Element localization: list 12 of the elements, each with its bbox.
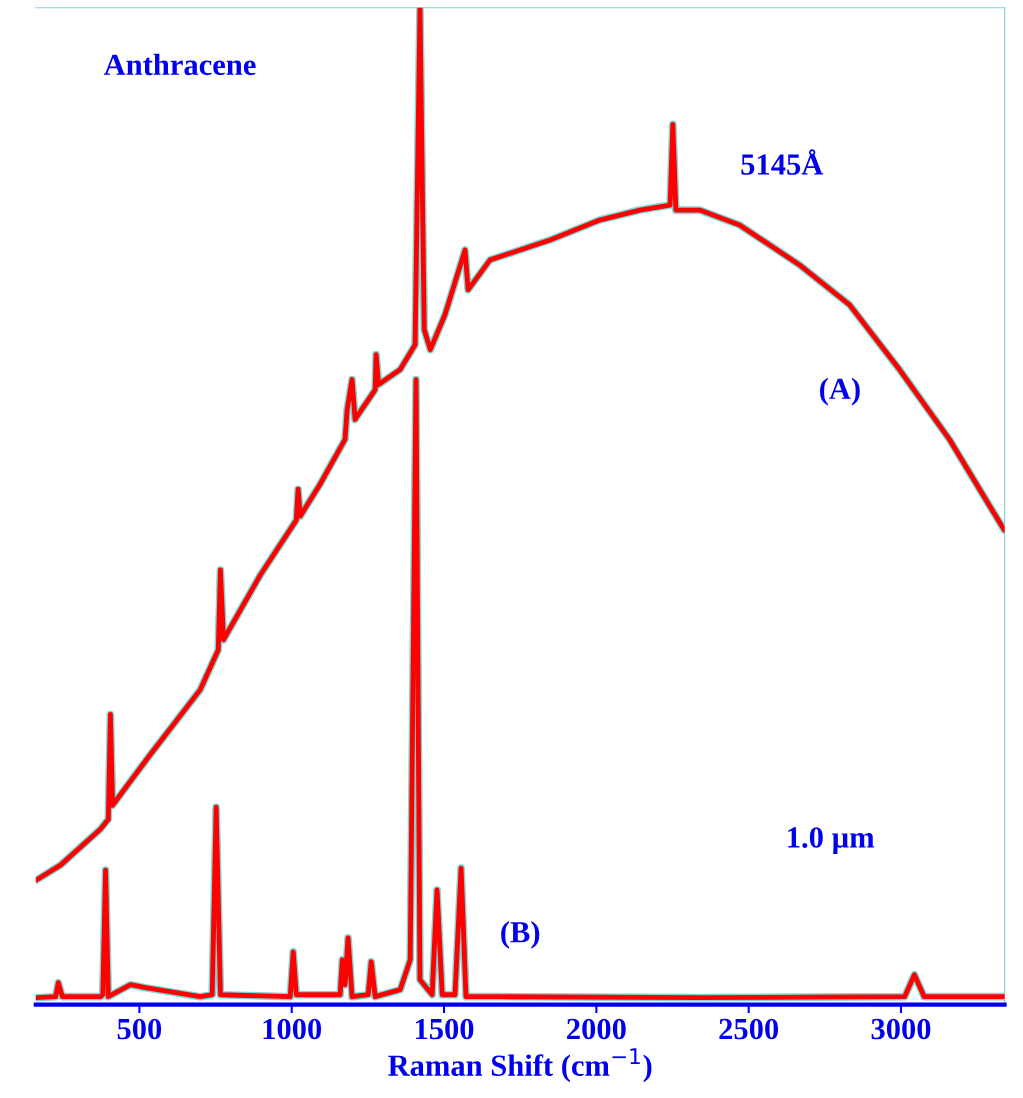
annotation: 5145Å xyxy=(741,149,824,175)
x-tick-label: 1000 xyxy=(263,1018,322,1040)
x-tick-label: 500 xyxy=(117,1018,162,1040)
series-label: (A) xyxy=(820,377,860,406)
x-axis-title: Raman Shift (cm$^{−1}$) xyxy=(388,1048,652,1083)
x-tick-label: 2000 xyxy=(567,1018,626,1040)
x-tick-label: 3000 xyxy=(871,1018,931,1040)
text: Anthracene xyxy=(103,53,256,76)
annotation: 1.0 µm xyxy=(788,827,875,855)
x-tick-label: 2500 xyxy=(719,1018,779,1040)
x-tick-label: 1500 xyxy=(415,1018,474,1040)
series-label: (B) xyxy=(501,921,540,949)
